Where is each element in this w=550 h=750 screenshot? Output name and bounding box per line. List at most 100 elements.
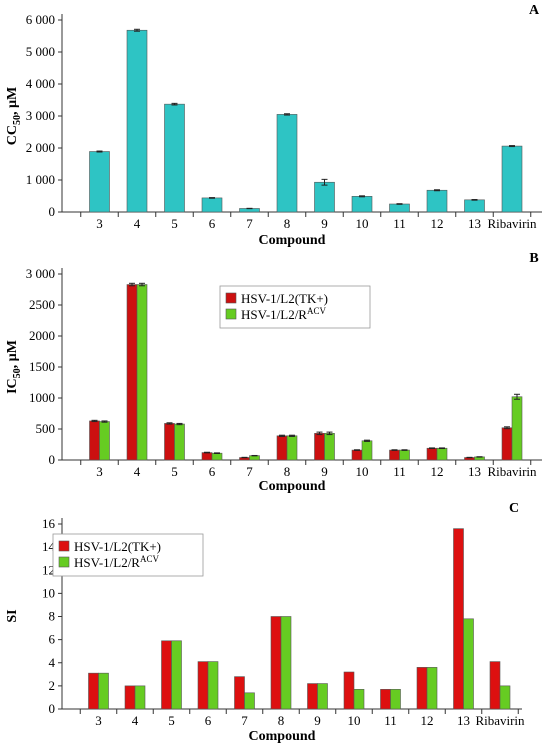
bar-c	[390, 689, 401, 710]
y-tick-label-c: 16	[42, 516, 56, 531]
bar-c	[463, 618, 474, 710]
x-tick-label-a: Ribavirin	[487, 216, 537, 231]
y-tick-label-c: 6	[49, 632, 56, 647]
x-tick-label-c: 4	[132, 713, 139, 728]
x-tick-label-b: 9	[321, 464, 328, 479]
x-tick-label-b: 10	[356, 464, 369, 479]
x-tick-label-c: 9	[314, 713, 321, 728]
y-tick-label-a: 1 000	[26, 172, 55, 187]
bar-b	[89, 420, 100, 461]
y-axis-label-b: IC50, µM	[5, 340, 23, 394]
x-tick-label-a: 12	[431, 216, 444, 231]
y-axis-label-tail: , µM	[5, 340, 20, 368]
x-tick-label-a: 6	[209, 216, 216, 231]
bar-b	[99, 421, 110, 461]
legend-label-text: HSV-1/L2/R	[241, 307, 307, 322]
bar-a	[464, 199, 485, 213]
y-tick-label-a: 5 000	[26, 44, 55, 59]
y-tick-label-a: 6 000	[26, 12, 55, 27]
legend-b: HSV-1/L2(TK+)HSV-1/L2/RACV	[219, 285, 371, 329]
bar-c	[353, 689, 365, 710]
x-tick-label-b: 13	[468, 464, 481, 479]
panel-c: C 0 2 4 6 8 10 12 14 16 3 4 5 6 7 8 9 10 11 12 13 Ribavirin Co…	[5, 501, 525, 744]
bar-b	[174, 423, 185, 461]
legend-swatch-c	[58, 540, 70, 552]
bar-b	[511, 396, 523, 461]
y-tick-label-c: 14	[42, 539, 56, 554]
bar-b	[399, 449, 410, 461]
y-tick-label-c: 4	[49, 655, 56, 670]
x-tick-label-c: 3	[95, 713, 102, 728]
y-axis-label-sub: 50	[12, 368, 23, 378]
legend-label-text: HSV-1/L2/R	[74, 555, 140, 570]
x-tick-label-b: 4	[134, 464, 141, 479]
panel-letter-b: B	[529, 251, 538, 266]
y-tick-label-a: 4 000	[26, 76, 55, 91]
x-tick-label-b: 6	[209, 464, 216, 479]
bar-b	[426, 447, 438, 461]
bar-b	[501, 427, 513, 461]
bar-c	[380, 689, 391, 710]
legend-label-text: HSV-1/L2(TK+)	[241, 291, 328, 306]
x-tick-label-c: 11	[384, 713, 397, 728]
y-tick-label-c: 10	[42, 585, 55, 600]
panel-b: B 0 500 1000 1500 2000 2500 3 000 3 4 5 6 7 8 9 10 11 12 1…	[5, 251, 542, 494]
y-tick-label-b: 2500	[29, 297, 55, 312]
y-tick-label-c: 2	[49, 678, 56, 693]
y-tick-label-c: 0	[49, 701, 56, 716]
y-axis-label-main: SI	[5, 609, 20, 622]
legend-label-text: HSV-1/L2(TK+)	[74, 539, 161, 554]
x-tick-label-a: 5	[171, 216, 178, 231]
x-tick-label-c: 6	[205, 713, 212, 728]
x-tick-label-b: 8	[284, 464, 291, 479]
y-tick-label-c: 12	[42, 562, 55, 577]
x-tick-label-c: 5	[168, 713, 175, 728]
bar-c	[98, 672, 109, 710]
x-tick-label-a: 11	[393, 216, 406, 231]
y-axis-label-main: CC	[5, 125, 20, 145]
x-tick-label-b: 11	[393, 464, 406, 479]
x-tick-label-c: 12	[421, 713, 434, 728]
bar-c	[270, 616, 282, 710]
bar-c	[317, 683, 328, 710]
y-tick-label-a: 3 000	[26, 108, 55, 123]
x-tick-label-c: 10	[348, 713, 361, 728]
bar-c	[124, 685, 136, 710]
bar-a	[501, 145, 523, 213]
bar-c	[307, 683, 318, 710]
x-tick-label-a: 8	[284, 216, 291, 231]
legend-label-c: HSV-1/L2(TK+)	[74, 539, 161, 554]
x-tick-label-b: 5	[171, 464, 178, 479]
bar-a	[314, 181, 335, 213]
x-tick-label-a: 10	[356, 216, 369, 231]
bar-b	[351, 449, 363, 461]
bar-b	[136, 284, 148, 461]
y-tick-label-b: 2000	[29, 328, 55, 343]
y-tick-label-b: 1500	[29, 359, 55, 374]
y-tick-label-b: 3 000	[26, 266, 55, 281]
y-axis-label-tail: , µM	[5, 87, 20, 115]
bar-c	[161, 640, 172, 710]
bar-c	[234, 676, 245, 710]
bar-a	[426, 189, 448, 213]
legend-label-b: HSV-1/L2/RACV	[241, 306, 326, 322]
bar-c	[499, 685, 511, 710]
x-tick-label-c: Ribavirin	[475, 713, 525, 728]
legend-swatch-b	[225, 308, 237, 320]
bar-a	[276, 114, 298, 213]
bar-c	[134, 685, 146, 710]
x-tick-label-b: 3	[96, 464, 103, 479]
x-tick-label-b: Ribavirin	[487, 464, 537, 479]
legend-label-sup: ACV	[307, 306, 327, 316]
x-tick-label-c: 13	[457, 713, 470, 728]
y-axis-label-a: CC50, µM	[5, 87, 23, 146]
bar-b	[436, 447, 448, 461]
x-axis-label-b: Compound	[259, 479, 326, 494]
y-axis-label-c: SI	[5, 609, 20, 622]
bar-a	[351, 196, 373, 213]
bar-a	[164, 103, 185, 213]
x-tick-label-c: 8	[278, 713, 285, 728]
x-tick-label-a: 9	[321, 216, 328, 231]
bar-c	[453, 528, 464, 710]
bar-b	[276, 435, 288, 461]
